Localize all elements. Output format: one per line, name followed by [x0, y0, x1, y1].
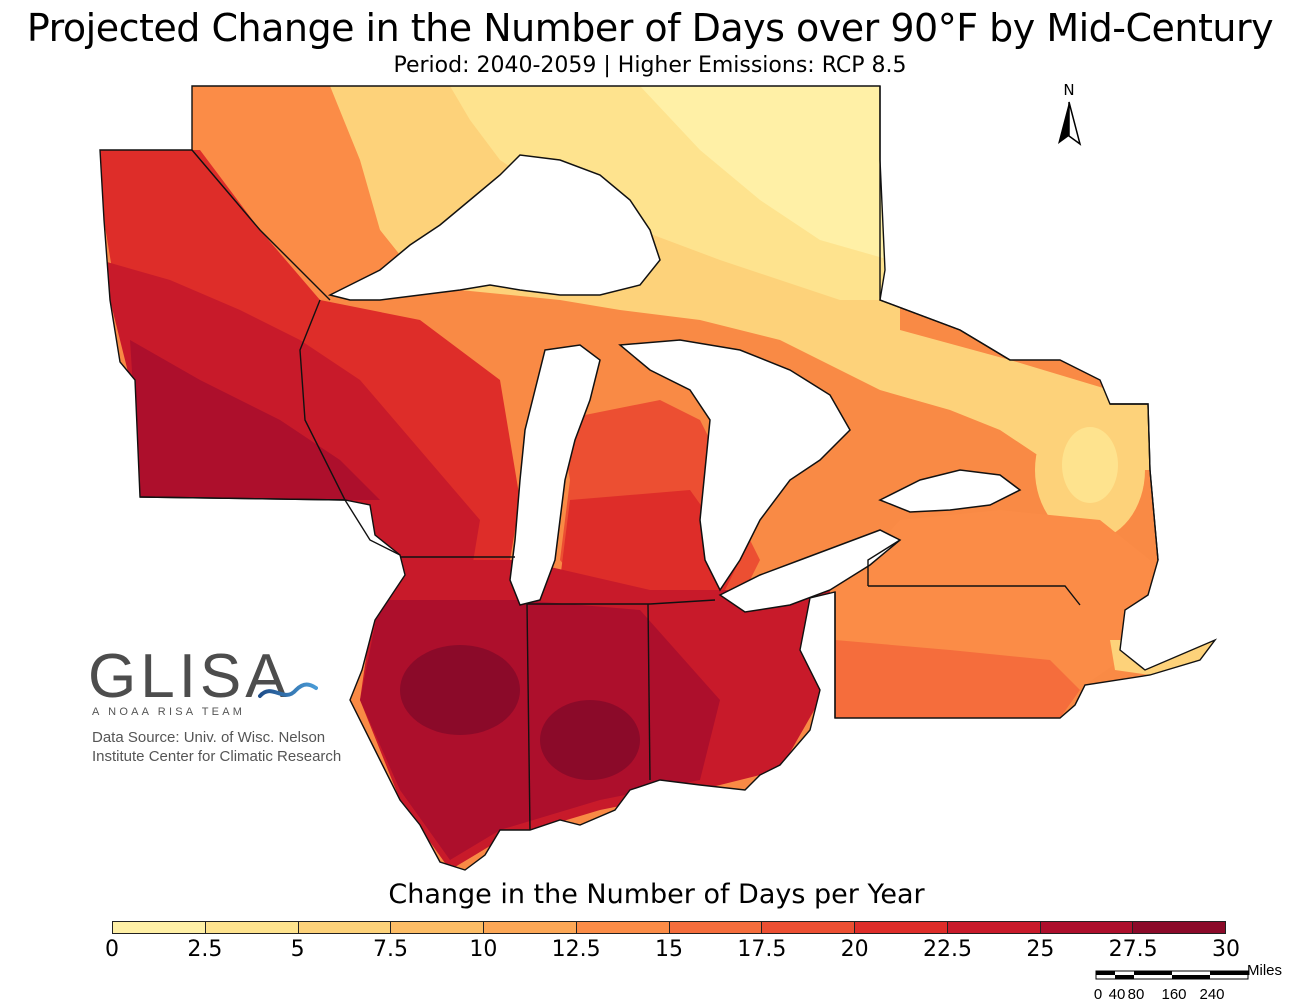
data-source-line-1: Data Source: Univ. of Wisc. Nelson	[92, 729, 326, 746]
legend-tick-label: 5	[290, 937, 305, 962]
fill-zone-25-mn	[130, 340, 380, 500]
lake-ontario	[878, 469, 1022, 513]
mi-oh-border	[649, 599, 716, 605]
fill-zone-long-island	[1110, 640, 1215, 675]
data-source-note: Data Source: Univ. of Wisc. Nelson Insti…	[92, 728, 341, 766]
lake-huron	[618, 339, 851, 592]
legend-tick-label: 10	[469, 937, 498, 962]
legend-swatch	[855, 922, 948, 933]
glisa-wordmark: GLISA	[88, 642, 291, 711]
lake-superior	[327, 154, 661, 301]
in-oh-border	[647, 603, 651, 781]
map-title: Projected Change in the Number of Days o…	[26, 6, 1274, 50]
legend-swatch	[205, 922, 299, 933]
us-canada-border	[191, 149, 331, 301]
scale-bar: Miles 0 40 80 160 240	[1093, 962, 1300, 1004]
scale-tick-label: 240	[1199, 986, 1225, 1003]
color-legend-bar	[112, 921, 1226, 934]
fill-zone-27-5-in	[540, 700, 640, 780]
north-arrow: N	[1052, 82, 1086, 146]
scale-tick-label: 40	[1108, 986, 1126, 1003]
region-boundaries	[99, 85, 1216, 871]
wave-swoosh-icon	[258, 682, 318, 698]
scale-tick-label: 0	[1093, 986, 1103, 1003]
fill-zone-quebec-core	[1062, 427, 1118, 503]
map-subtitle: Period: 2040-2059 | Higher Emissions: RC…	[393, 53, 907, 78]
legend-tick-label: 22.5	[923, 937, 972, 962]
legend-tick-label: 2.5	[187, 937, 223, 962]
legend-swatch	[1040, 922, 1134, 933]
legend-tick-label: 15	[655, 937, 683, 962]
north-arrow-icon	[1058, 101, 1082, 146]
glisa-tagline: A NOAA RISA TEAM	[92, 706, 246, 718]
lake-michigan	[509, 344, 601, 606]
north-label: N	[1063, 81, 1075, 99]
legend-tick-label: 17.5	[737, 937, 787, 962]
scale-tick-label: 160	[1161, 986, 1187, 1003]
legend-tick-label: 27.5	[1108, 937, 1158, 962]
mn-wi-border	[299, 299, 401, 556]
il-in-border	[526, 603, 531, 831]
scale-unit: Miles	[1247, 962, 1283, 979]
legend-tick-label: 30	[1212, 937, 1240, 962]
legend-swatch	[484, 922, 577, 933]
legend-tick-label: 25	[1026, 937, 1055, 962]
legend-swatch	[113, 922, 206, 933]
legend-tick-label: 7.5	[373, 937, 408, 962]
pa-ny-border	[868, 585, 1081, 606]
legend-title: Change in the Number of Days per Year	[388, 879, 925, 910]
legend-tick-labels: 0 2.5 5 7.5 10 12.5 15 17.5 20 22.5 25 27.5 30	[0, 936, 1300, 966]
ia-mn-border	[139, 496, 346, 501]
legend-swatch	[1133, 922, 1225, 933]
glisa-logo: GLISA A NOAA RISA TEAM	[88, 646, 318, 722]
fill-zone-22-5	[100, 260, 480, 580]
fill-zone-17-5-east	[835, 640, 1080, 718]
legend-swatch	[576, 922, 670, 933]
ny-on-border	[867, 539, 901, 586]
scale-tick-label: 80	[1127, 986, 1145, 1003]
great-lakes	[327, 154, 1022, 613]
on-qc-border	[879, 86, 1011, 361]
legend-swatch	[762, 922, 855, 933]
fill-zone-2-5	[640, 86, 890, 260]
ny-qc-border	[1110, 403, 1159, 561]
legend-swatch	[391, 922, 484, 933]
legend-tick-label: 20	[840, 937, 869, 962]
legend-swatch	[947, 922, 1041, 933]
data-source-line-2: Institute Center for Climatic Research	[92, 748, 342, 765]
legend-swatch	[298, 922, 392, 933]
legend-tick-label: 12.5	[551, 937, 601, 962]
scale-bar-graphic	[1095, 970, 1249, 980]
legend-tick-label: 0	[105, 937, 119, 962]
climate-fill-layer	[100, 86, 1215, 870]
legend-swatch	[669, 922, 763, 933]
fill-zone-27-5-il	[400, 645, 520, 735]
